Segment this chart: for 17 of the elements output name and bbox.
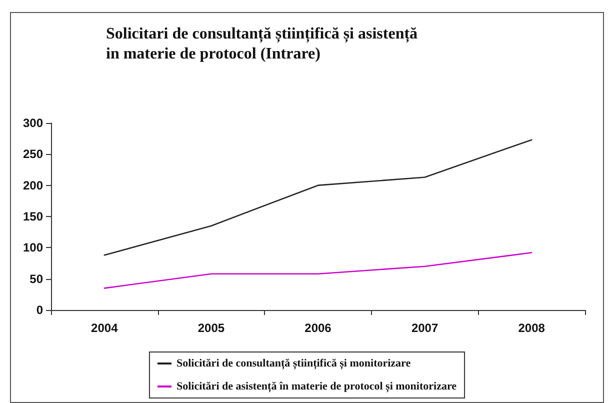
line-series xyxy=(104,252,532,289)
legend-label: Solicitări de asistență în materie de protocol și monitorizare xyxy=(176,380,457,392)
y-tick-label: 200 xyxy=(22,178,44,192)
y-tick-label: 0 xyxy=(36,303,44,317)
x-tick-label: 2007 xyxy=(411,321,438,335)
x-tick-label: 2006 xyxy=(304,321,332,335)
y-tick-label: 250 xyxy=(22,147,44,162)
y-tick-label: 150 xyxy=(22,210,44,224)
legend-label: Solicitări de consultanță științifică și monitorizare xyxy=(176,358,411,370)
y-tick-label: 100 xyxy=(22,240,44,255)
y-tick-label: 300 xyxy=(22,116,44,130)
chart-title: Solicitari de consultanță științifică și asistență in materie de protocol (Intrare) xyxy=(106,26,422,62)
x-tick-label: 2005 xyxy=(198,321,225,335)
line-series xyxy=(104,139,532,256)
x-tick-label: 2004 xyxy=(91,321,118,335)
y-tick-label: 50 xyxy=(30,272,44,286)
x-tick-label: 2008 xyxy=(518,321,546,335)
